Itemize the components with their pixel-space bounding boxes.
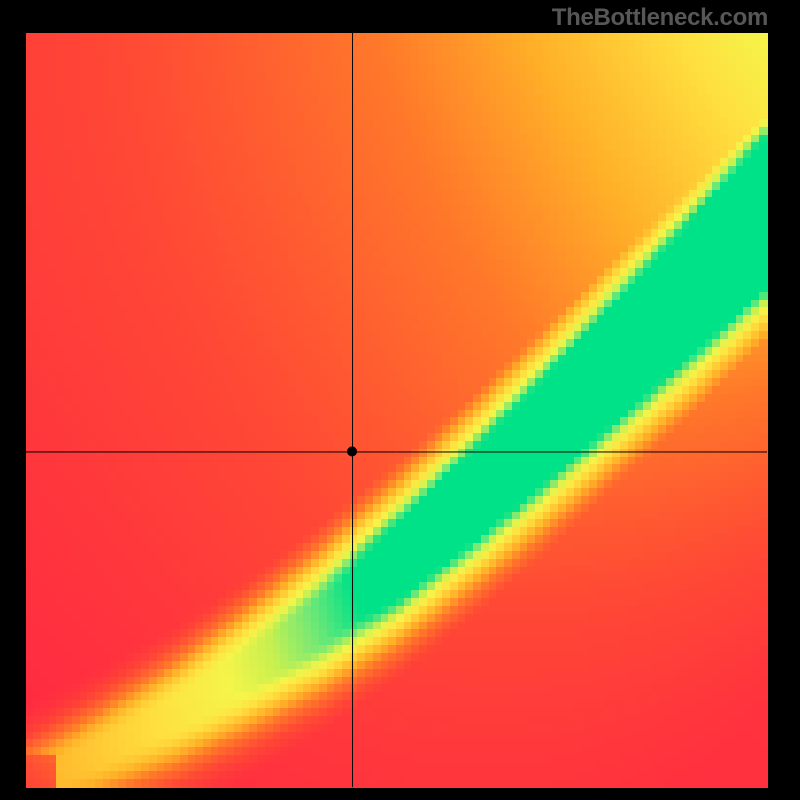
- watermark-text: TheBottleneck.com: [552, 4, 768, 32]
- bottleneck-heatmap: [0, 0, 800, 800]
